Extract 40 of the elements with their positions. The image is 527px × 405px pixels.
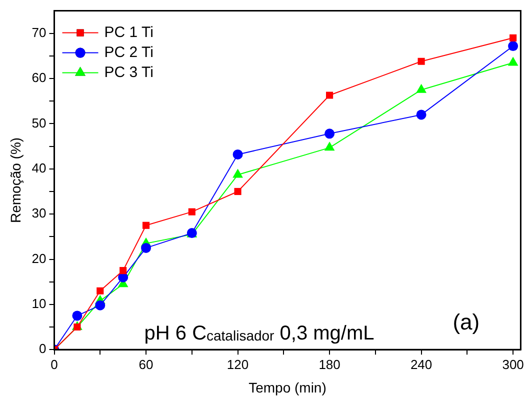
x-tick-label: 120: [226, 356, 249, 372]
point: [232, 168, 243, 178]
y-tick-label: 30: [32, 206, 46, 221]
y-tick-label: 60: [32, 70, 46, 86]
point: [95, 300, 106, 310]
point: [120, 267, 127, 274]
y-axis-title: Remoção (%): [7, 137, 24, 223]
point: [510, 34, 517, 42]
point: [324, 142, 335, 151]
point: [234, 188, 242, 196]
legend-label: PC 2 Ti: [104, 44, 154, 61]
x-tick-label: 60: [138, 356, 154, 372]
point: [141, 242, 152, 253]
point: [96, 287, 104, 294]
point: [142, 222, 150, 229]
point: [416, 84, 426, 93]
point: [416, 110, 426, 120]
y-tick-label: 40: [32, 160, 46, 176]
point: [324, 128, 335, 139]
y-tick-label: 70: [32, 24, 46, 40]
y-tick-label: 20: [32, 250, 46, 266]
point: [326, 92, 334, 99]
y-tick-label: 50: [32, 115, 46, 130]
legend-label: PC 1 Ti: [104, 24, 154, 41]
point: [418, 58, 425, 65]
x-axis-title: Tempo (min): [248, 379, 326, 396]
x-tick-label: 180: [318, 356, 340, 372]
x-tick-label: 240: [410, 356, 432, 372]
legend-label: PC 3 Ti: [104, 64, 154, 81]
x-tick-label: 0: [50, 356, 58, 372]
point: [232, 149, 243, 160]
x-tick-label: 300: [502, 356, 524, 372]
point: [72, 310, 82, 321]
annotation: pH 6 Ccatalisador 0,3 mg/mL: [144, 322, 374, 345]
point: [508, 41, 518, 52]
point: [508, 56, 518, 66]
y-tick-label: 0: [39, 341, 46, 356]
y-tick-label: 10: [32, 296, 46, 312]
annotation: (a): [452, 310, 480, 335]
point: [188, 208, 196, 216]
